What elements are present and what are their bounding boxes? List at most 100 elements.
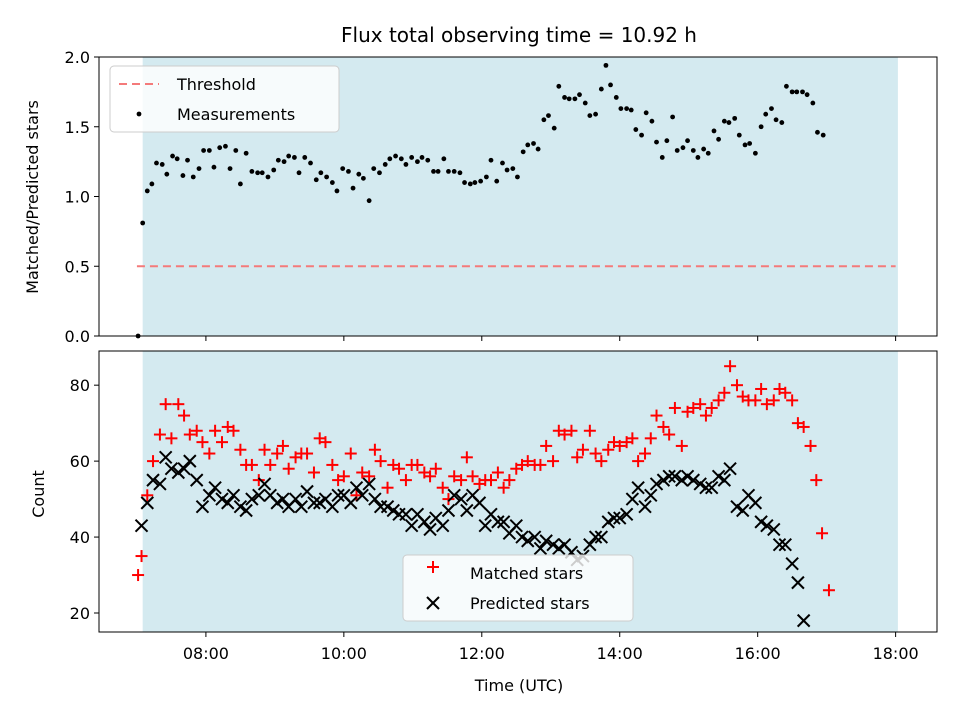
matched-star-point (668, 401, 681, 414)
predicted-star-point (399, 507, 413, 521)
matched-star-point (694, 398, 707, 411)
matched-star-point (650, 409, 663, 422)
legend-matched-label: Matched stars (470, 564, 583, 583)
measurement-point (313, 177, 319, 183)
matched-star-point (521, 455, 534, 468)
measurement-point (603, 62, 609, 68)
predicted-star-point (717, 473, 732, 487)
measurement-point (546, 113, 551, 118)
measurement-point (255, 170, 261, 176)
measurement-point (360, 175, 366, 181)
measurement-point (324, 174, 330, 180)
matched-star-point (178, 409, 191, 422)
bottom-x-tick-label: 12:00 (459, 644, 505, 663)
measurement-point (265, 174, 271, 180)
measurement-point (639, 132, 644, 138)
top-y-tick-label: 0.0 (65, 327, 90, 346)
measurement-point (483, 174, 489, 180)
measurement-point (286, 153, 292, 159)
predicted-star-point (362, 477, 376, 491)
matched-star-point (810, 474, 823, 487)
measurement-point (154, 160, 159, 166)
legend-measurements-marker (136, 111, 142, 117)
predicted-star-point (245, 492, 259, 506)
bottom-y-tick-label: 60 (70, 452, 90, 471)
predicted-star-point (313, 496, 327, 510)
predicted-star-point (368, 492, 382, 506)
measurement-point (582, 100, 588, 106)
matched-star-point (749, 394, 762, 407)
chart-title: Flux total observing time = 10.92 h (341, 23, 697, 47)
measurement-point (613, 95, 619, 100)
measurement-point (457, 170, 463, 176)
measurement-point (531, 141, 536, 146)
predicted-star-point (134, 518, 149, 533)
bottom-y-tick-label: 80 (70, 376, 90, 395)
measurement-point (217, 145, 223, 151)
matched-star-point (326, 458, 339, 471)
measurement-point (670, 114, 676, 120)
measurement-point (784, 83, 789, 89)
measurement-point (752, 150, 758, 156)
measurement-point (820, 132, 826, 138)
legend-predicted-label: Predicted stars (470, 594, 590, 613)
matched-star-point (165, 432, 178, 445)
predicted-star-point (294, 499, 309, 514)
matched-star-point (822, 584, 835, 597)
predicted-star-point (791, 575, 805, 590)
matched-star-point (301, 447, 314, 460)
predicted-star-point (454, 492, 468, 506)
bottom-legend: Matched stars Predicted stars (402, 554, 634, 622)
predicted-star-point (355, 488, 369, 503)
measurement-point (371, 166, 377, 172)
top-axes-frame (98, 56, 938, 337)
measurement-point (587, 113, 593, 118)
predicted-star-point (668, 469, 682, 484)
top-legend: Threshold Measurements (109, 65, 340, 133)
measurement-point (292, 155, 297, 160)
predicted-star-point (491, 515, 505, 529)
predicted-star-point (583, 537, 597, 552)
matched-star-point (712, 394, 725, 407)
x-axis-label: Time (UTC) (474, 676, 563, 695)
measurement-point (346, 168, 351, 174)
measurement-point (329, 180, 335, 185)
matched-star-point (368, 443, 381, 456)
matched-star-point (424, 470, 437, 483)
predicted-star-point (778, 537, 792, 552)
predicted-star-point (662, 469, 676, 484)
measurement-point (794, 89, 800, 95)
predicted-star-point (496, 515, 511, 529)
predicted-star-point (325, 499, 340, 514)
matched-star-point (484, 474, 497, 487)
measurement-point (308, 160, 313, 166)
predicted-star-point (417, 515, 432, 529)
measurement-point (504, 167, 510, 173)
predicted-star-point (613, 511, 627, 525)
measurement-point (472, 180, 478, 185)
predicted-star-point (607, 511, 621, 525)
matched-star-point (203, 447, 216, 460)
matched-star-point (675, 439, 688, 452)
predicted-star-point (638, 499, 652, 514)
matched-star-point (589, 447, 602, 460)
predicted-star-point (594, 530, 609, 544)
measurement-point (170, 153, 175, 159)
matched-star-point (491, 466, 504, 479)
measurement-point (732, 115, 738, 121)
measurement-point (281, 159, 287, 165)
predicted-star-point (195, 499, 210, 514)
measurement-point (467, 181, 473, 187)
measurement-point (451, 168, 457, 174)
predicted-star-point (202, 488, 217, 503)
measurement-point (271, 167, 277, 173)
matched-star-point (436, 481, 449, 494)
predicted-star-point (226, 488, 241, 503)
measurement-point (810, 100, 816, 106)
matched-star-point (183, 428, 196, 441)
matched-star-point (227, 424, 240, 437)
measurement-point (515, 174, 520, 180)
measurement-point (572, 96, 578, 102)
measurement-point (685, 138, 690, 144)
measurement-point (249, 168, 255, 174)
